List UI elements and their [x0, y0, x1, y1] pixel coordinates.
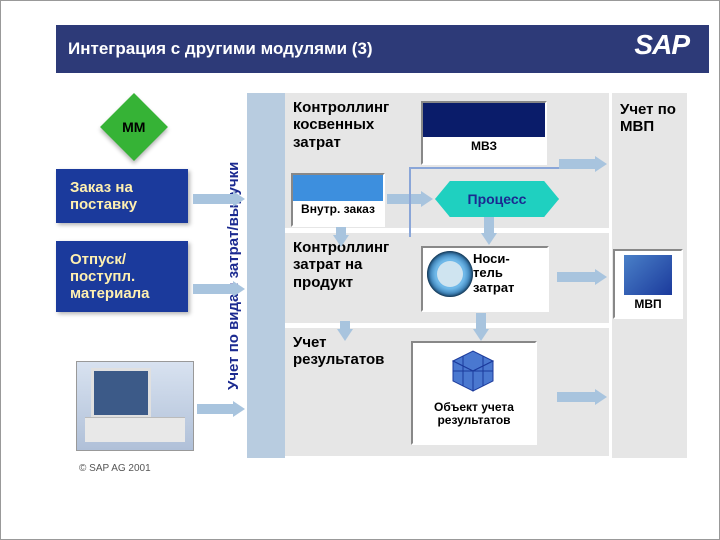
gear-icon [427, 251, 473, 297]
node-mvp: МВП [613, 249, 683, 319]
mm-diamond: ММ [100, 93, 168, 161]
inner-order-color [293, 175, 383, 201]
copyright: © SAP AG 2001 [79, 463, 151, 474]
mvz-label: МВЗ [469, 137, 499, 155]
arrow-row1-right [559, 156, 607, 172]
arrow-down-2b [473, 313, 489, 341]
slide-title: Интеграция с другими модулями (3) [68, 39, 373, 59]
arrow-computer-to-band [197, 401, 245, 417]
column-left: ММ Заказ на поставку Отпуск/ поступл. ма… [56, 91, 212, 330]
box-order: Заказ на поставку [56, 169, 188, 223]
row1-label: Контроллинг косвенных затрат [285, 93, 405, 157]
sap-logo: SAP [634, 29, 689, 61]
mvz-color [423, 103, 545, 137]
node-internal-order: Внутр. заказ [291, 173, 385, 227]
slide-header: Интеграция с другими модулями (3) SAP [56, 25, 709, 73]
cube-icon [443, 341, 505, 397]
arrow-row3-right [557, 389, 607, 405]
arrow-row2-right [557, 269, 607, 285]
mvp-image [624, 255, 672, 295]
arrow-down-2a [337, 321, 353, 341]
computer-image [76, 361, 194, 451]
node-mvz: МВЗ [421, 101, 547, 165]
line-horiz-top [409, 167, 559, 169]
arrow-material-to-band [193, 281, 245, 297]
right-label: Учет по МВП [612, 93, 687, 143]
vertical-band [247, 93, 285, 458]
box-material: Отпуск/ поступл. материала [56, 241, 188, 312]
line-down-left [409, 167, 411, 237]
process-label: Процесс [468, 191, 527, 207]
mvp-label: МВП [632, 295, 663, 313]
inner-order-label: Внутр. заказ [299, 201, 377, 218]
arrow-order-to-band [193, 191, 245, 207]
node-process: Процесс [435, 181, 559, 217]
arrow-down-1a [333, 227, 349, 247]
slide: Интеграция с другими модулями (3) SAP ММ… [0, 0, 720, 540]
mm-label: ММ [122, 119, 145, 135]
arrow-down-1b [481, 217, 497, 245]
